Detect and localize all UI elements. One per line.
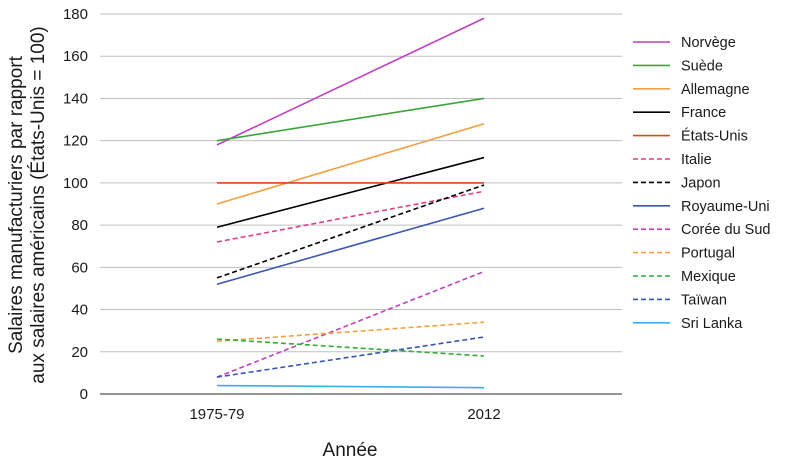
x-axis-title: Année [323, 440, 378, 461]
series-line [216, 17, 485, 146]
legend-label: France [681, 105, 726, 121]
series-lines [216, 17, 485, 389]
legend-label: Sri Lanka [681, 316, 743, 332]
grid-lines [100, 13, 622, 395]
legend-label: États-Unis [681, 128, 748, 145]
series-line [216, 156, 485, 228]
legend-label: Allemagne [681, 82, 750, 98]
legend-label: Suède [681, 58, 723, 74]
x-tick-label: 1975-79 [189, 406, 244, 423]
y-tick-label: 20 [71, 344, 88, 361]
y-tick-label: 120 [63, 133, 88, 150]
legend-label: Corée du Sud [681, 222, 770, 238]
x-tick-label: 2012 [467, 406, 500, 423]
y-tick-label: 180 [63, 6, 88, 23]
y-axis-title-line1: Salaires manufacturiers par rapport [6, 55, 27, 354]
legend-label: Norvège [681, 35, 736, 51]
y-tick-label: 140 [63, 90, 88, 107]
x-tick-labels: 1975-79 2012 [189, 406, 500, 423]
legend-label: Japon [681, 175, 721, 191]
legend-label: Taïwan [681, 292, 727, 308]
y-axis-title: Salaires manufacturiers par rapport aux … [6, 26, 49, 383]
series-line [216, 338, 485, 357]
series-line [216, 336, 485, 378]
series-line [216, 97, 485, 142]
legend-label: Mexique [681, 269, 736, 285]
legend-label: Royaume-Uni [681, 199, 770, 215]
y-tick-label: 40 [71, 302, 88, 319]
series-line [216, 123, 485, 205]
y-axis-title-line2: aux salaires américains (États-Unis = 10… [28, 26, 49, 383]
legend-label: Portugal [681, 246, 735, 262]
y-tick-label: 100 [63, 175, 88, 192]
y-tick-label: 60 [71, 259, 88, 276]
y-tick-label: 0 [80, 386, 88, 403]
series-line [216, 207, 485, 285]
y-tick-label: 80 [71, 217, 88, 234]
y-tick-labels: 0 20 40 60 80 100 120 140 160 180 [63, 6, 88, 403]
series-line [216, 184, 485, 279]
y-tick-label: 160 [63, 48, 88, 65]
series-line [216, 321, 485, 343]
series-line [216, 384, 485, 389]
legend: Norvège Suède Allemagne France États-Unis Ita… [633, 35, 770, 332]
legend-label: Italie [681, 152, 712, 168]
